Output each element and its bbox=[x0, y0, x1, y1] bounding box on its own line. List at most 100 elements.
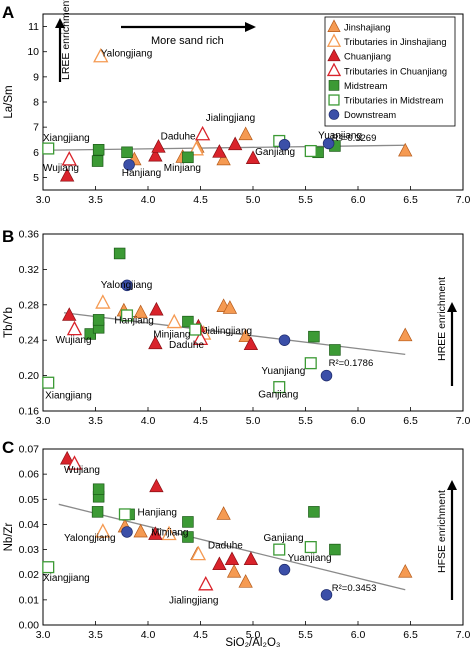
data-point bbox=[216, 151, 231, 166]
data-point bbox=[227, 136, 243, 151]
point-label: Yuanjiang bbox=[318, 130, 362, 141]
data-point bbox=[329, 344, 341, 356]
data-point bbox=[118, 508, 131, 521]
data-point bbox=[123, 159, 135, 171]
r-squared-label: R²=0.1786 bbox=[329, 358, 374, 369]
point-label: Xiangjiang bbox=[43, 573, 90, 584]
legend-label: Midstream bbox=[344, 81, 388, 91]
legend-marker bbox=[328, 109, 340, 120]
point-label: Wujiang bbox=[56, 335, 92, 346]
x-tick-label: 4.5 bbox=[193, 194, 208, 206]
data-point bbox=[66, 455, 83, 470]
y-tick-label: 0.20 bbox=[19, 370, 40, 382]
data-point bbox=[212, 556, 227, 571]
point-label: Yalongjiang bbox=[101, 49, 153, 60]
y-axis-label: La/Sm bbox=[3, 85, 15, 118]
point-label: Hanjiang bbox=[122, 168, 161, 179]
legend-box bbox=[324, 16, 456, 127]
y-tick-label: 0.03 bbox=[19, 544, 40, 556]
data-point bbox=[192, 330, 209, 346]
data-point bbox=[182, 151, 194, 164]
legend-marker bbox=[328, 80, 340, 91]
x-tick-label: 5.5 bbox=[298, 629, 313, 641]
data-point bbox=[182, 516, 194, 528]
x-tick-label: 5.5 bbox=[298, 194, 313, 206]
data-point bbox=[308, 506, 320, 518]
x-tick-label: 3.0 bbox=[36, 194, 51, 206]
y-tick-label: 0.07 bbox=[19, 444, 40, 456]
legend-marker bbox=[327, 19, 341, 32]
x-tick-label: 6.5 bbox=[403, 629, 418, 641]
trendline bbox=[63, 312, 406, 356]
data-point bbox=[62, 307, 77, 321]
point-label: Yuanjiang bbox=[261, 366, 305, 377]
data-point bbox=[121, 526, 133, 538]
data-point bbox=[84, 328, 96, 340]
data-point bbox=[92, 144, 105, 156]
y-tick-label: 0.36 bbox=[19, 229, 40, 241]
y-tick-label: 5 bbox=[33, 172, 39, 184]
data-point bbox=[243, 551, 259, 566]
data-point bbox=[398, 327, 413, 342]
y-tick-label: 0.04 bbox=[19, 519, 40, 531]
point-label: Jialingjiang bbox=[203, 326, 252, 337]
point-label: Yalongjiang bbox=[101, 280, 153, 291]
data-point bbox=[273, 543, 286, 556]
y-tick-label: 0.02 bbox=[19, 569, 40, 581]
data-point bbox=[95, 523, 111, 538]
data-point bbox=[92, 483, 105, 495]
point-label: Xiangjiang bbox=[45, 391, 92, 402]
data-point bbox=[308, 330, 320, 343]
x-tick-label: 5.0 bbox=[246, 194, 261, 206]
r-squared-label: R²=0.3453 bbox=[332, 583, 377, 594]
y-tick-label: 0.16 bbox=[19, 406, 40, 418]
data-point bbox=[91, 506, 104, 518]
panel-c: C 3.0 3.5 4.0 4.5 5.0 5.5 6.0 6.5 7.0 0.00 0.01 0.02… bbox=[2, 438, 470, 649]
r-squared-label: R²=0.3269 bbox=[332, 133, 377, 144]
x-axis-label: SiO₂/Al₂O₃ bbox=[225, 637, 280, 649]
point-label: Jialingjiang bbox=[206, 113, 255, 124]
data-point bbox=[151, 139, 166, 153]
x-tick-label: 5.0 bbox=[246, 629, 261, 641]
panel-letter: B bbox=[2, 227, 14, 246]
x-tick-label: 4.0 bbox=[141, 194, 156, 206]
data-point bbox=[133, 304, 148, 319]
enrichment-label: HREE enrichment bbox=[436, 277, 448, 361]
arrow-head bbox=[245, 22, 256, 32]
data-point bbox=[329, 543, 341, 556]
point-label: Hanjiang bbox=[114, 315, 153, 326]
x-tick-label: 6.5 bbox=[403, 194, 418, 206]
y-tick-label: 8 bbox=[33, 97, 39, 109]
data-point bbox=[161, 525, 177, 541]
legend-label: Tributaries in Midstream bbox=[344, 96, 444, 106]
x-tick-label: 3.5 bbox=[88, 194, 103, 206]
panel-letter: A bbox=[2, 3, 14, 22]
point-label: Wujiang bbox=[43, 163, 79, 174]
y-tick-label: 6 bbox=[33, 147, 39, 159]
data-point bbox=[59, 450, 75, 465]
data-point bbox=[216, 506, 231, 520]
data-point bbox=[238, 126, 253, 141]
legend-marker bbox=[328, 94, 340, 106]
y-tick-label: 0.28 bbox=[19, 299, 40, 311]
x-tick-label: 5.5 bbox=[298, 415, 313, 427]
x-tick-label: 3.5 bbox=[88, 629, 103, 641]
enrichment-label: HFSE enrichment bbox=[436, 490, 448, 573]
plot-frame bbox=[42, 233, 464, 412]
legend-marker bbox=[326, 62, 342, 77]
data-point bbox=[238, 574, 253, 588]
data-point bbox=[278, 563, 291, 576]
point-label: Ganjiang bbox=[255, 147, 295, 158]
data-point bbox=[222, 300, 238, 314]
legend-label: Tributaries in Chuanjiang bbox=[344, 66, 447, 76]
data-point bbox=[42, 142, 55, 155]
panel-a: A 3.0 3.5 4.0 4.5 5.0 5.5 6.0 6.5 7.0 5 6 7 8 9 10 11 La/… bbox=[2, 0, 470, 206]
data-point bbox=[273, 381, 286, 394]
data-point bbox=[198, 575, 214, 591]
x-tick-label: 3.5 bbox=[88, 415, 103, 427]
data-point bbox=[243, 336, 259, 351]
point-label: Wujiang bbox=[64, 465, 100, 476]
x-tick-label: 3.0 bbox=[36, 629, 51, 641]
y-tick-label: 10 bbox=[27, 46, 39, 58]
y-tick-label: 0.05 bbox=[19, 494, 40, 506]
